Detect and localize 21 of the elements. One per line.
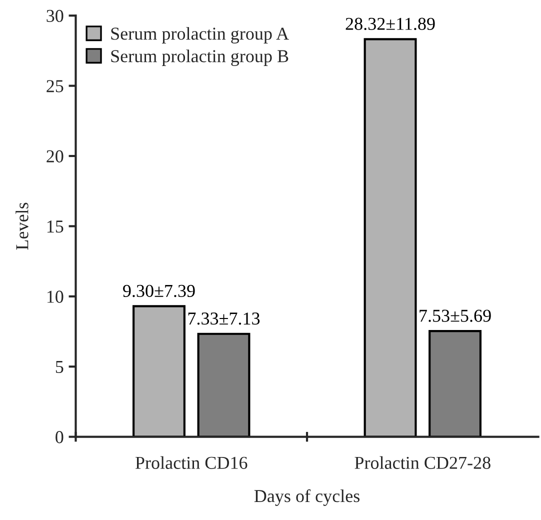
bar xyxy=(197,332,250,437)
bar xyxy=(364,38,417,437)
y-tick-label: 15 xyxy=(47,220,64,233)
y-tick-label: 25 xyxy=(46,80,64,92)
y-tick-label: 10 xyxy=(47,290,64,303)
data-label: 9.30±7.39 xyxy=(123,284,195,298)
data-label: 7.33±7.13 xyxy=(188,312,260,325)
data-label: 7.53±5.69 xyxy=(420,310,491,322)
y-tick-label: 20 xyxy=(46,150,64,162)
legend-label: Serum prolactin group B xyxy=(111,50,288,66)
x-tick-label: Prolactin CD27-28 xyxy=(354,456,490,469)
data-label: 28.32±11.89 xyxy=(346,18,435,30)
y-tick-label: 30 xyxy=(46,10,64,22)
x-axis-title: Days of cycles xyxy=(254,489,360,506)
bar xyxy=(428,330,482,437)
y-axis-title: Levels xyxy=(16,202,28,250)
bar xyxy=(132,305,186,437)
legend-label: Serum prolactin group A xyxy=(111,27,289,44)
y-tick-label: 0 xyxy=(56,431,64,444)
x-tick-label: Prolactin CD16 xyxy=(135,456,248,469)
y-tick-label: 5 xyxy=(56,361,64,374)
